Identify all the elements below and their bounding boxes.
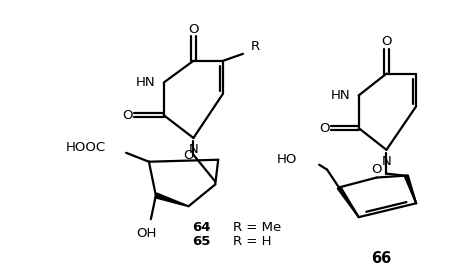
Text: N: N <box>189 143 198 156</box>
Text: O: O <box>371 163 382 176</box>
Text: HN: HN <box>136 76 156 89</box>
Text: O: O <box>183 149 194 162</box>
Polygon shape <box>337 186 359 217</box>
Text: 66: 66 <box>371 251 392 266</box>
Text: 65: 65 <box>192 235 210 249</box>
Text: 64: 64 <box>192 221 210 234</box>
Text: R = H: R = H <box>233 235 272 249</box>
Text: HN: HN <box>331 89 351 102</box>
Text: O: O <box>188 22 199 36</box>
Text: OH: OH <box>136 227 156 240</box>
Text: O: O <box>381 36 392 49</box>
Text: N: N <box>382 155 392 168</box>
Text: O: O <box>319 122 329 135</box>
Text: R: R <box>251 40 260 53</box>
Text: HO: HO <box>277 153 297 166</box>
Text: R = Me: R = Me <box>233 221 281 234</box>
Polygon shape <box>404 175 417 204</box>
Text: HOOC: HOOC <box>66 141 106 154</box>
Polygon shape <box>155 193 189 207</box>
Text: O: O <box>122 109 132 122</box>
